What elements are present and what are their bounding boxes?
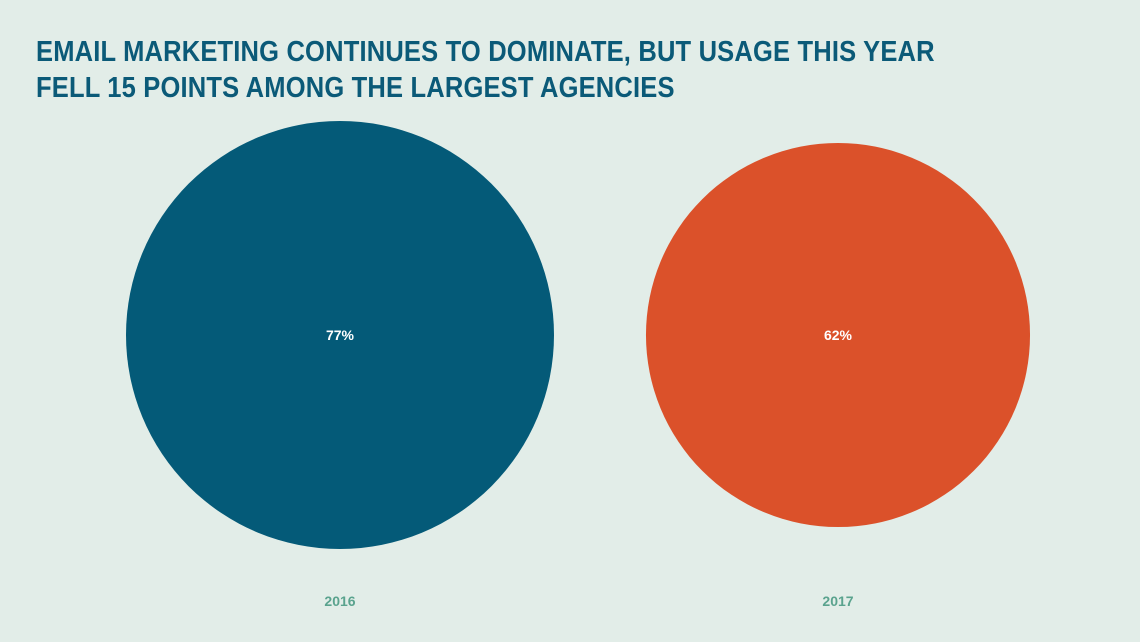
category-label-2016: 2016 bbox=[324, 593, 355, 609]
category-label-2017: 2017 bbox=[822, 593, 853, 609]
value-label-2017: 62% bbox=[824, 327, 853, 343]
bubble-2017 bbox=[645, 142, 1031, 528]
bubble-2016 bbox=[126, 121, 554, 549]
value-label-2016: 77% bbox=[326, 327, 355, 343]
chart-title: EMAIL MARKETING CONTINUES TO DOMINATE, B… bbox=[36, 36, 935, 104]
